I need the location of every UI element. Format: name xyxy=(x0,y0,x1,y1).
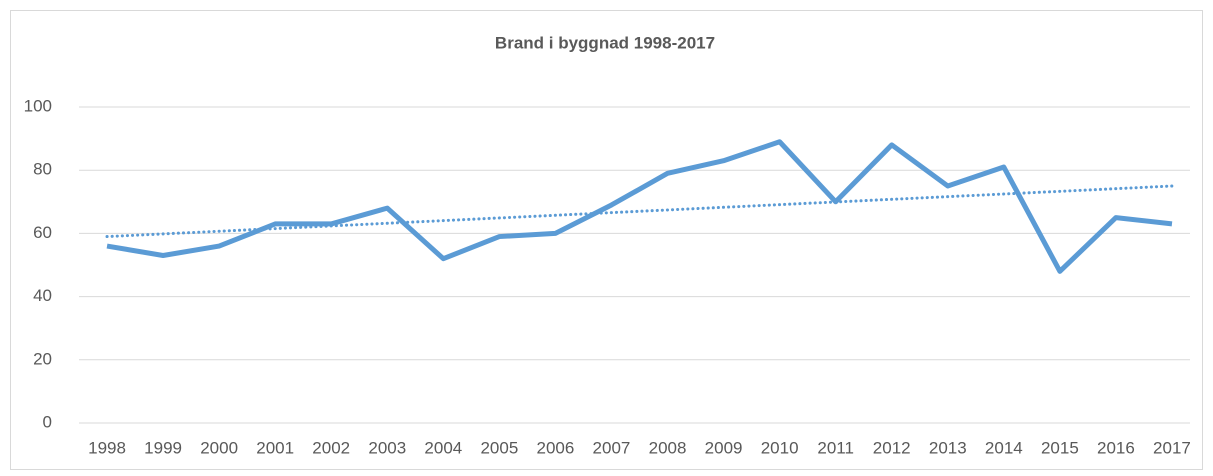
x-tick-label: 1998 xyxy=(88,438,126,457)
chart-frame xyxy=(10,10,1203,470)
x-tick-label: 2006 xyxy=(537,438,575,457)
data-line xyxy=(106,139,1173,274)
y-tick-label: 80 xyxy=(33,160,52,179)
x-tick-label: 2013 xyxy=(929,438,967,457)
y-tick-label: 40 xyxy=(33,286,52,305)
x-tick-label: 2014 xyxy=(985,438,1023,457)
x-tick-label: 2003 xyxy=(368,438,406,457)
x-tick-label: 2010 xyxy=(761,438,799,457)
x-tick-label: 2002 xyxy=(312,438,350,457)
x-tick-label: 1999 xyxy=(144,438,182,457)
y-tick-label: 100 xyxy=(24,96,52,115)
y-tick-label: 60 xyxy=(33,223,52,242)
x-tick-label: 2011 xyxy=(817,438,854,457)
x-tick-label: 2001 xyxy=(256,438,294,457)
x-tick-label: 2015 xyxy=(1041,438,1079,457)
trend-line xyxy=(105,184,1174,239)
x-tick-label: 2004 xyxy=(424,438,462,457)
y-tick-label: 0 xyxy=(43,412,52,431)
x-tick-label: 2017 xyxy=(1153,438,1191,457)
x-tick-label: 2009 xyxy=(705,438,743,457)
x-tick-label: 2007 xyxy=(593,438,631,457)
x-tick-label: 2005 xyxy=(480,438,518,457)
x-tick-label: 2016 xyxy=(1097,438,1135,457)
x-tick-label: 2012 xyxy=(873,438,911,457)
y-tick-label: 20 xyxy=(33,349,52,368)
chart-title: Brand i byggnad 1998-2017 xyxy=(495,33,715,52)
x-tick-label: 2008 xyxy=(649,438,687,457)
x-tick-label: 2000 xyxy=(200,438,238,457)
